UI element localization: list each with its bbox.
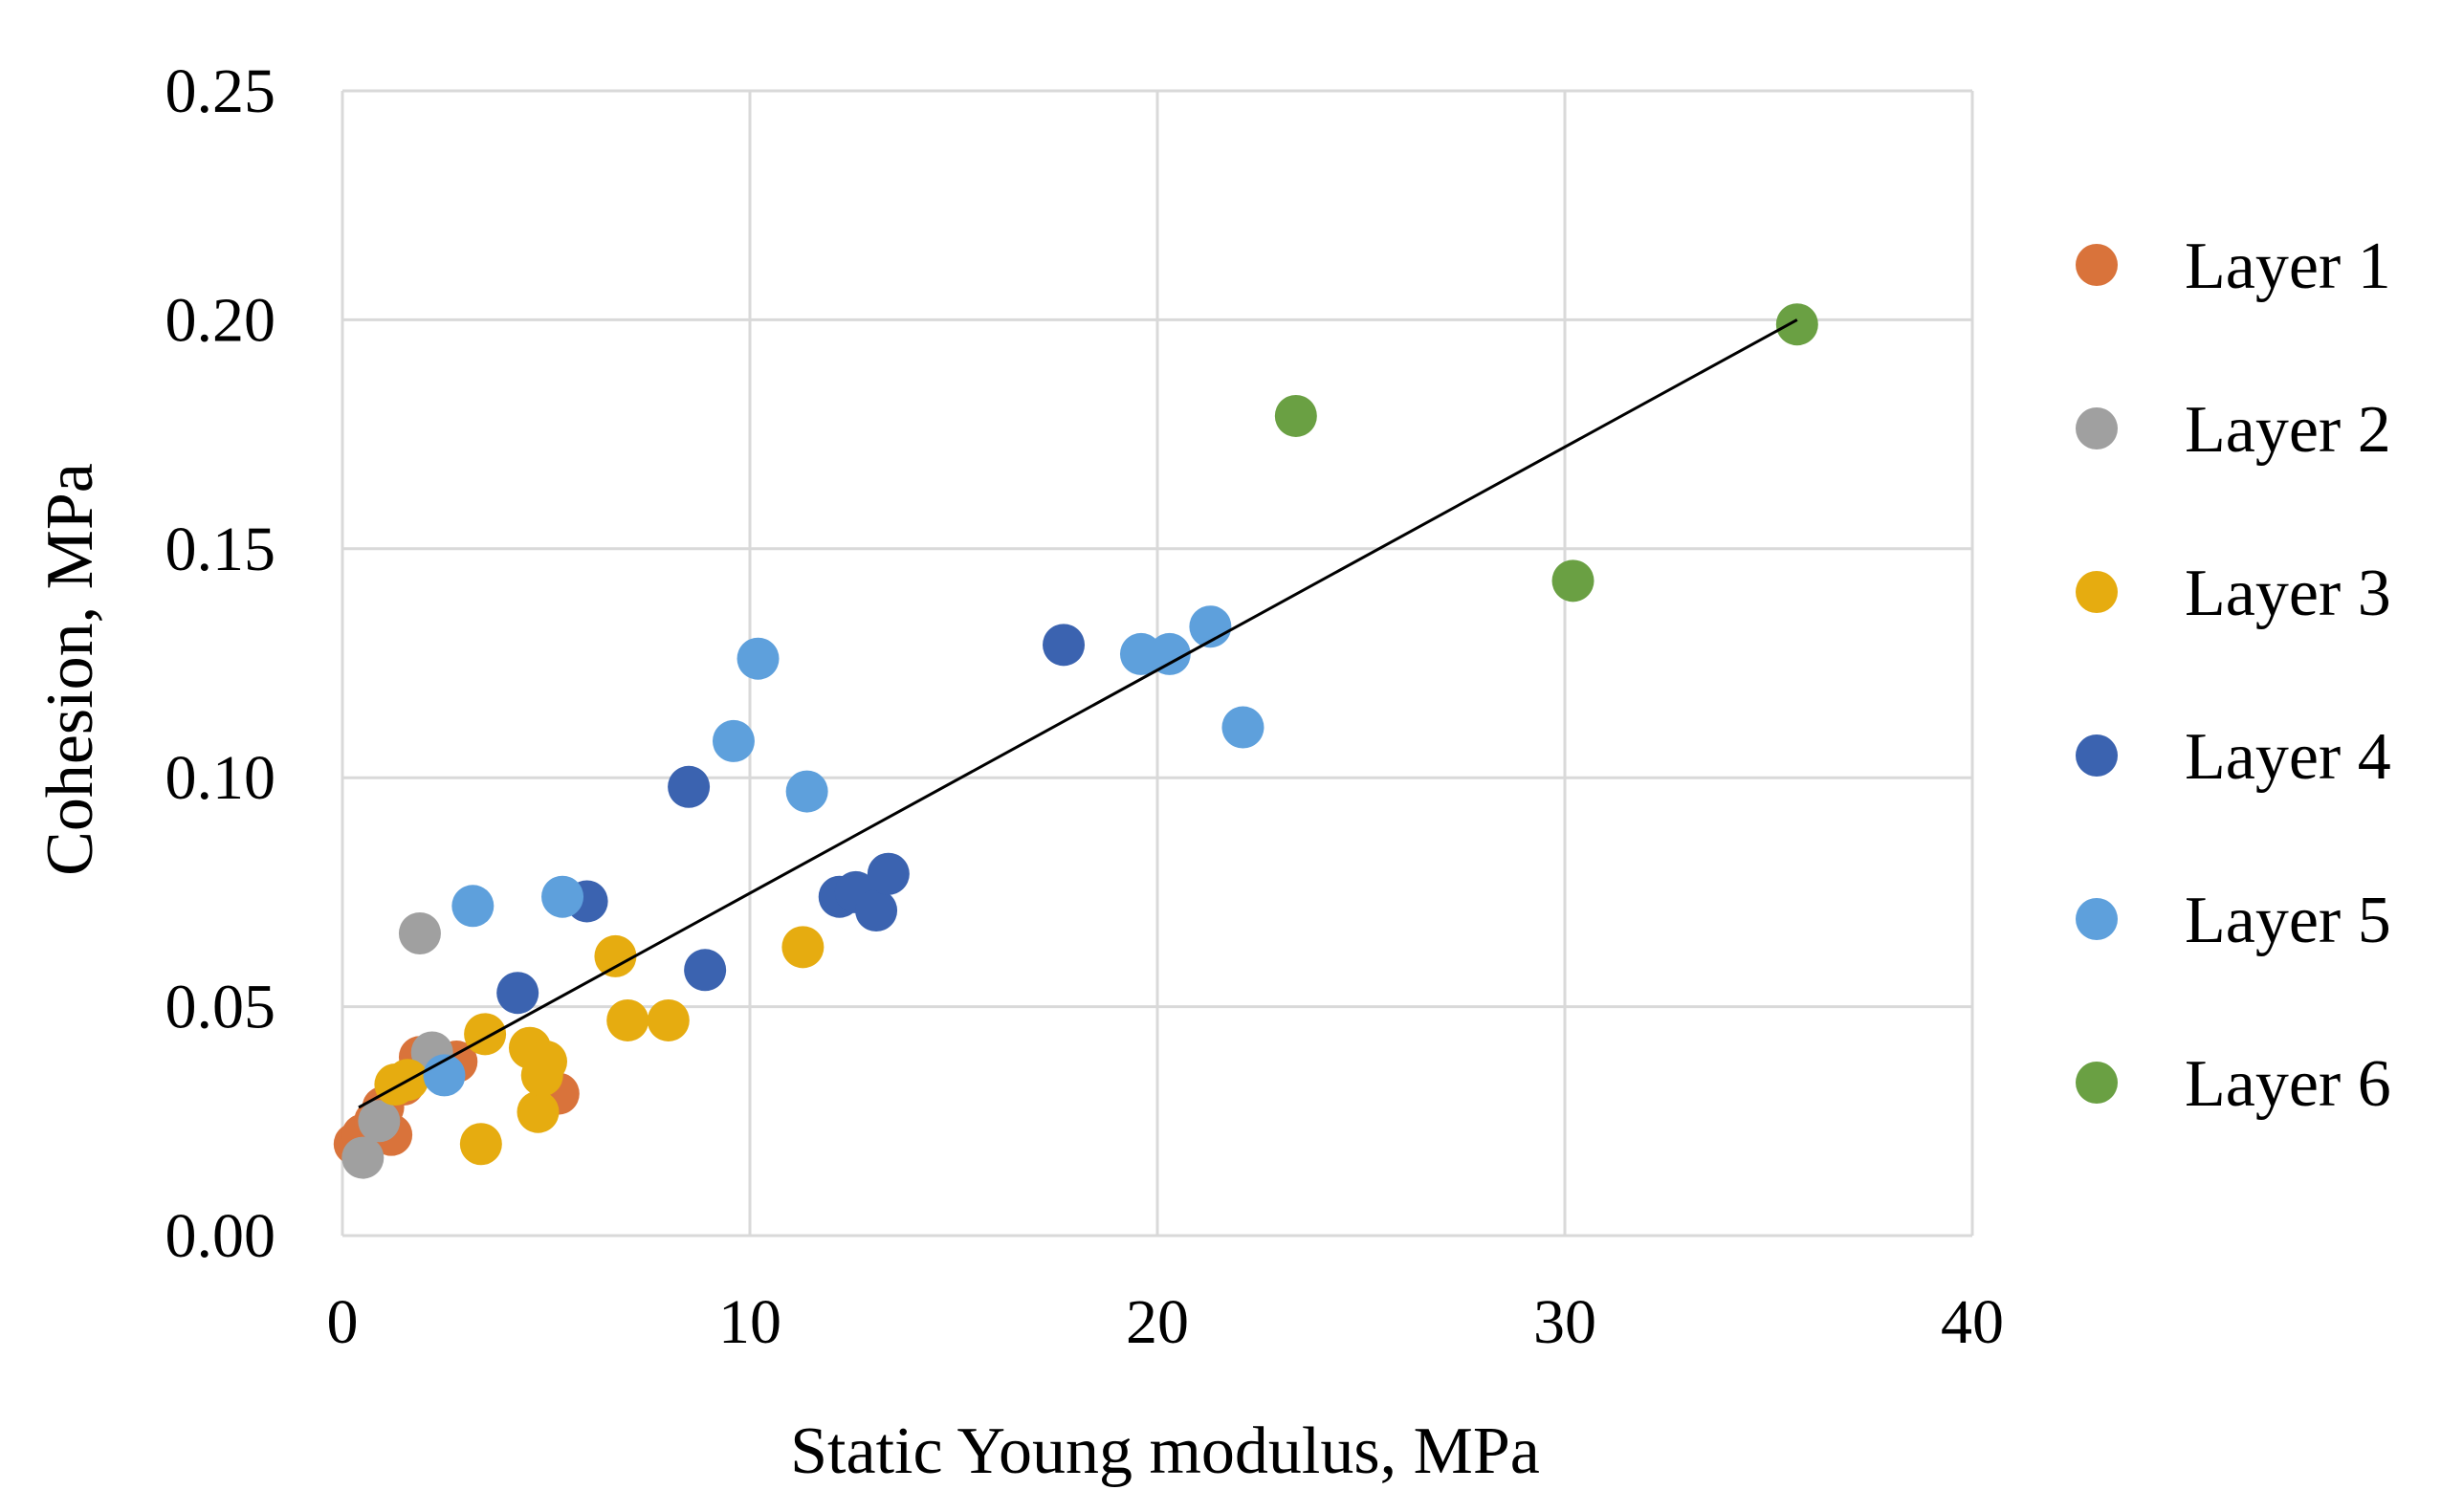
point-layer-3	[464, 1013, 507, 1056]
point-layer-5	[737, 637, 780, 680]
point-layer-6	[1274, 394, 1317, 437]
point-layer-5	[1189, 605, 1232, 648]
point-layer-5	[1221, 706, 1264, 749]
legend-label-layer-2: Layer 2	[2185, 393, 2391, 467]
point-layer-4	[1043, 624, 1086, 667]
y-axis-title: Cohesion, MPa	[33, 463, 107, 876]
legend-marker-layer-5	[2076, 898, 2118, 940]
point-layer-4	[684, 949, 727, 992]
x-tick-label: 10	[718, 1287, 781, 1357]
point-layer-6	[1551, 559, 1594, 603]
trendline-group	[358, 318, 1798, 1109]
legend: Layer 1 Layer 2 Layer 3 Layer 4 Layer 5 Layer…	[2076, 230, 2391, 1121]
legend-label-layer-5: Layer 5	[2185, 884, 2391, 957]
point-layer-4	[867, 852, 910, 895]
legend-marker-layer-3	[2076, 571, 2118, 613]
x-tick-label: 40	[1941, 1287, 2004, 1357]
point-layer-3	[606, 998, 649, 1041]
point-layer-2	[341, 1136, 385, 1179]
point-layer-4	[855, 889, 898, 932]
point-layer-3	[594, 934, 637, 977]
legend-label-layer-1: Layer 1	[2185, 230, 2391, 303]
legend-label-layer-4: Layer 4	[2185, 720, 2391, 794]
point-layer-4	[496, 972, 539, 1015]
y-axis-tick-labels: 0.00 0.05 0.10 0.15 0.20 0.25	[165, 56, 276, 1271]
y-tick-label: 0.00	[165, 1201, 276, 1271]
y-tick-label: 0.25	[165, 56, 276, 126]
gridlines	[341, 89, 1974, 1238]
point-layer-3	[781, 926, 825, 969]
x-axis-title: Static Young modulus, MPa	[790, 1414, 1540, 1488]
legend-marker-layer-1	[2076, 244, 2118, 286]
legend-label-layer-3: Layer 3	[2185, 557, 2391, 630]
point-layer-3	[517, 1090, 560, 1133]
x-tick-label: 0	[327, 1287, 359, 1357]
point-layer-5	[451, 885, 495, 928]
legend-marker-layer-2	[2076, 407, 2118, 449]
point-layer-2	[358, 1100, 401, 1143]
legend-marker-layer-4	[2076, 734, 2118, 777]
point-layer-3	[647, 998, 690, 1041]
point-layer-5	[1148, 632, 1191, 675]
point-layer-4	[668, 765, 711, 808]
y-tick-label: 0.15	[165, 515, 276, 584]
legend-marker-layer-6	[2076, 1062, 2118, 1104]
y-tick-label: 0.20	[165, 285, 276, 355]
y-tick-label: 0.10	[165, 743, 276, 813]
legend-label-layer-6: Layer 6	[2185, 1047, 2391, 1121]
point-layer-6	[1775, 303, 1818, 346]
y-tick-label: 0.05	[165, 973, 276, 1042]
trendline	[358, 318, 1798, 1109]
point-layer-5	[712, 719, 755, 762]
point-layer-5	[785, 770, 828, 813]
point-layer-3	[525, 1041, 567, 1084]
x-axis-tick-labels: 0 10 20 30 40	[327, 1287, 2005, 1357]
data-points	[333, 303, 1818, 1179]
point-layer-3	[459, 1123, 502, 1166]
x-tick-label: 20	[1126, 1287, 1189, 1357]
point-layer-5	[541, 875, 584, 918]
point-layer-2	[398, 911, 441, 954]
x-tick-label: 30	[1533, 1287, 1596, 1357]
